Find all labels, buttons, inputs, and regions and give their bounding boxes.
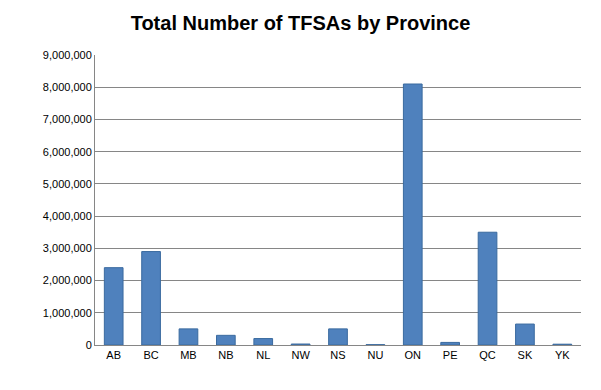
svg-text:NL: NL	[256, 349, 270, 361]
svg-text:SK: SK	[518, 349, 533, 361]
svg-text:NU: NU	[367, 349, 383, 361]
svg-text:NW: NW	[291, 349, 310, 361]
svg-text:NB: NB	[218, 349, 233, 361]
svg-text:6,000,000: 6,000,000	[43, 146, 92, 158]
svg-text:0: 0	[86, 339, 92, 351]
svg-text:9,000,000: 9,000,000	[43, 49, 92, 61]
svg-text:7,000,000: 7,000,000	[43, 113, 92, 125]
svg-text:AB: AB	[106, 349, 121, 361]
svg-text:2,000,000: 2,000,000	[43, 274, 92, 286]
svg-text:MB: MB	[180, 349, 197, 361]
svg-text:QC: QC	[479, 349, 496, 361]
svg-text:ON: ON	[405, 349, 422, 361]
svg-text:YK: YK	[555, 349, 570, 361]
svg-text:8,000,000: 8,000,000	[43, 81, 92, 93]
svg-text:BC: BC	[143, 349, 158, 361]
svg-text:Total Number of TFSAs by Provi: Total Number of TFSAs by Province	[131, 12, 471, 34]
svg-text:NS: NS	[330, 349, 345, 361]
svg-text:1,000,000: 1,000,000	[43, 307, 92, 319]
svg-text:5,000,000: 5,000,000	[43, 178, 92, 190]
svg-text:4,000,000: 4,000,000	[43, 210, 92, 222]
svg-text:3,000,000: 3,000,000	[43, 242, 92, 254]
svg-text:PE: PE	[443, 349, 458, 361]
